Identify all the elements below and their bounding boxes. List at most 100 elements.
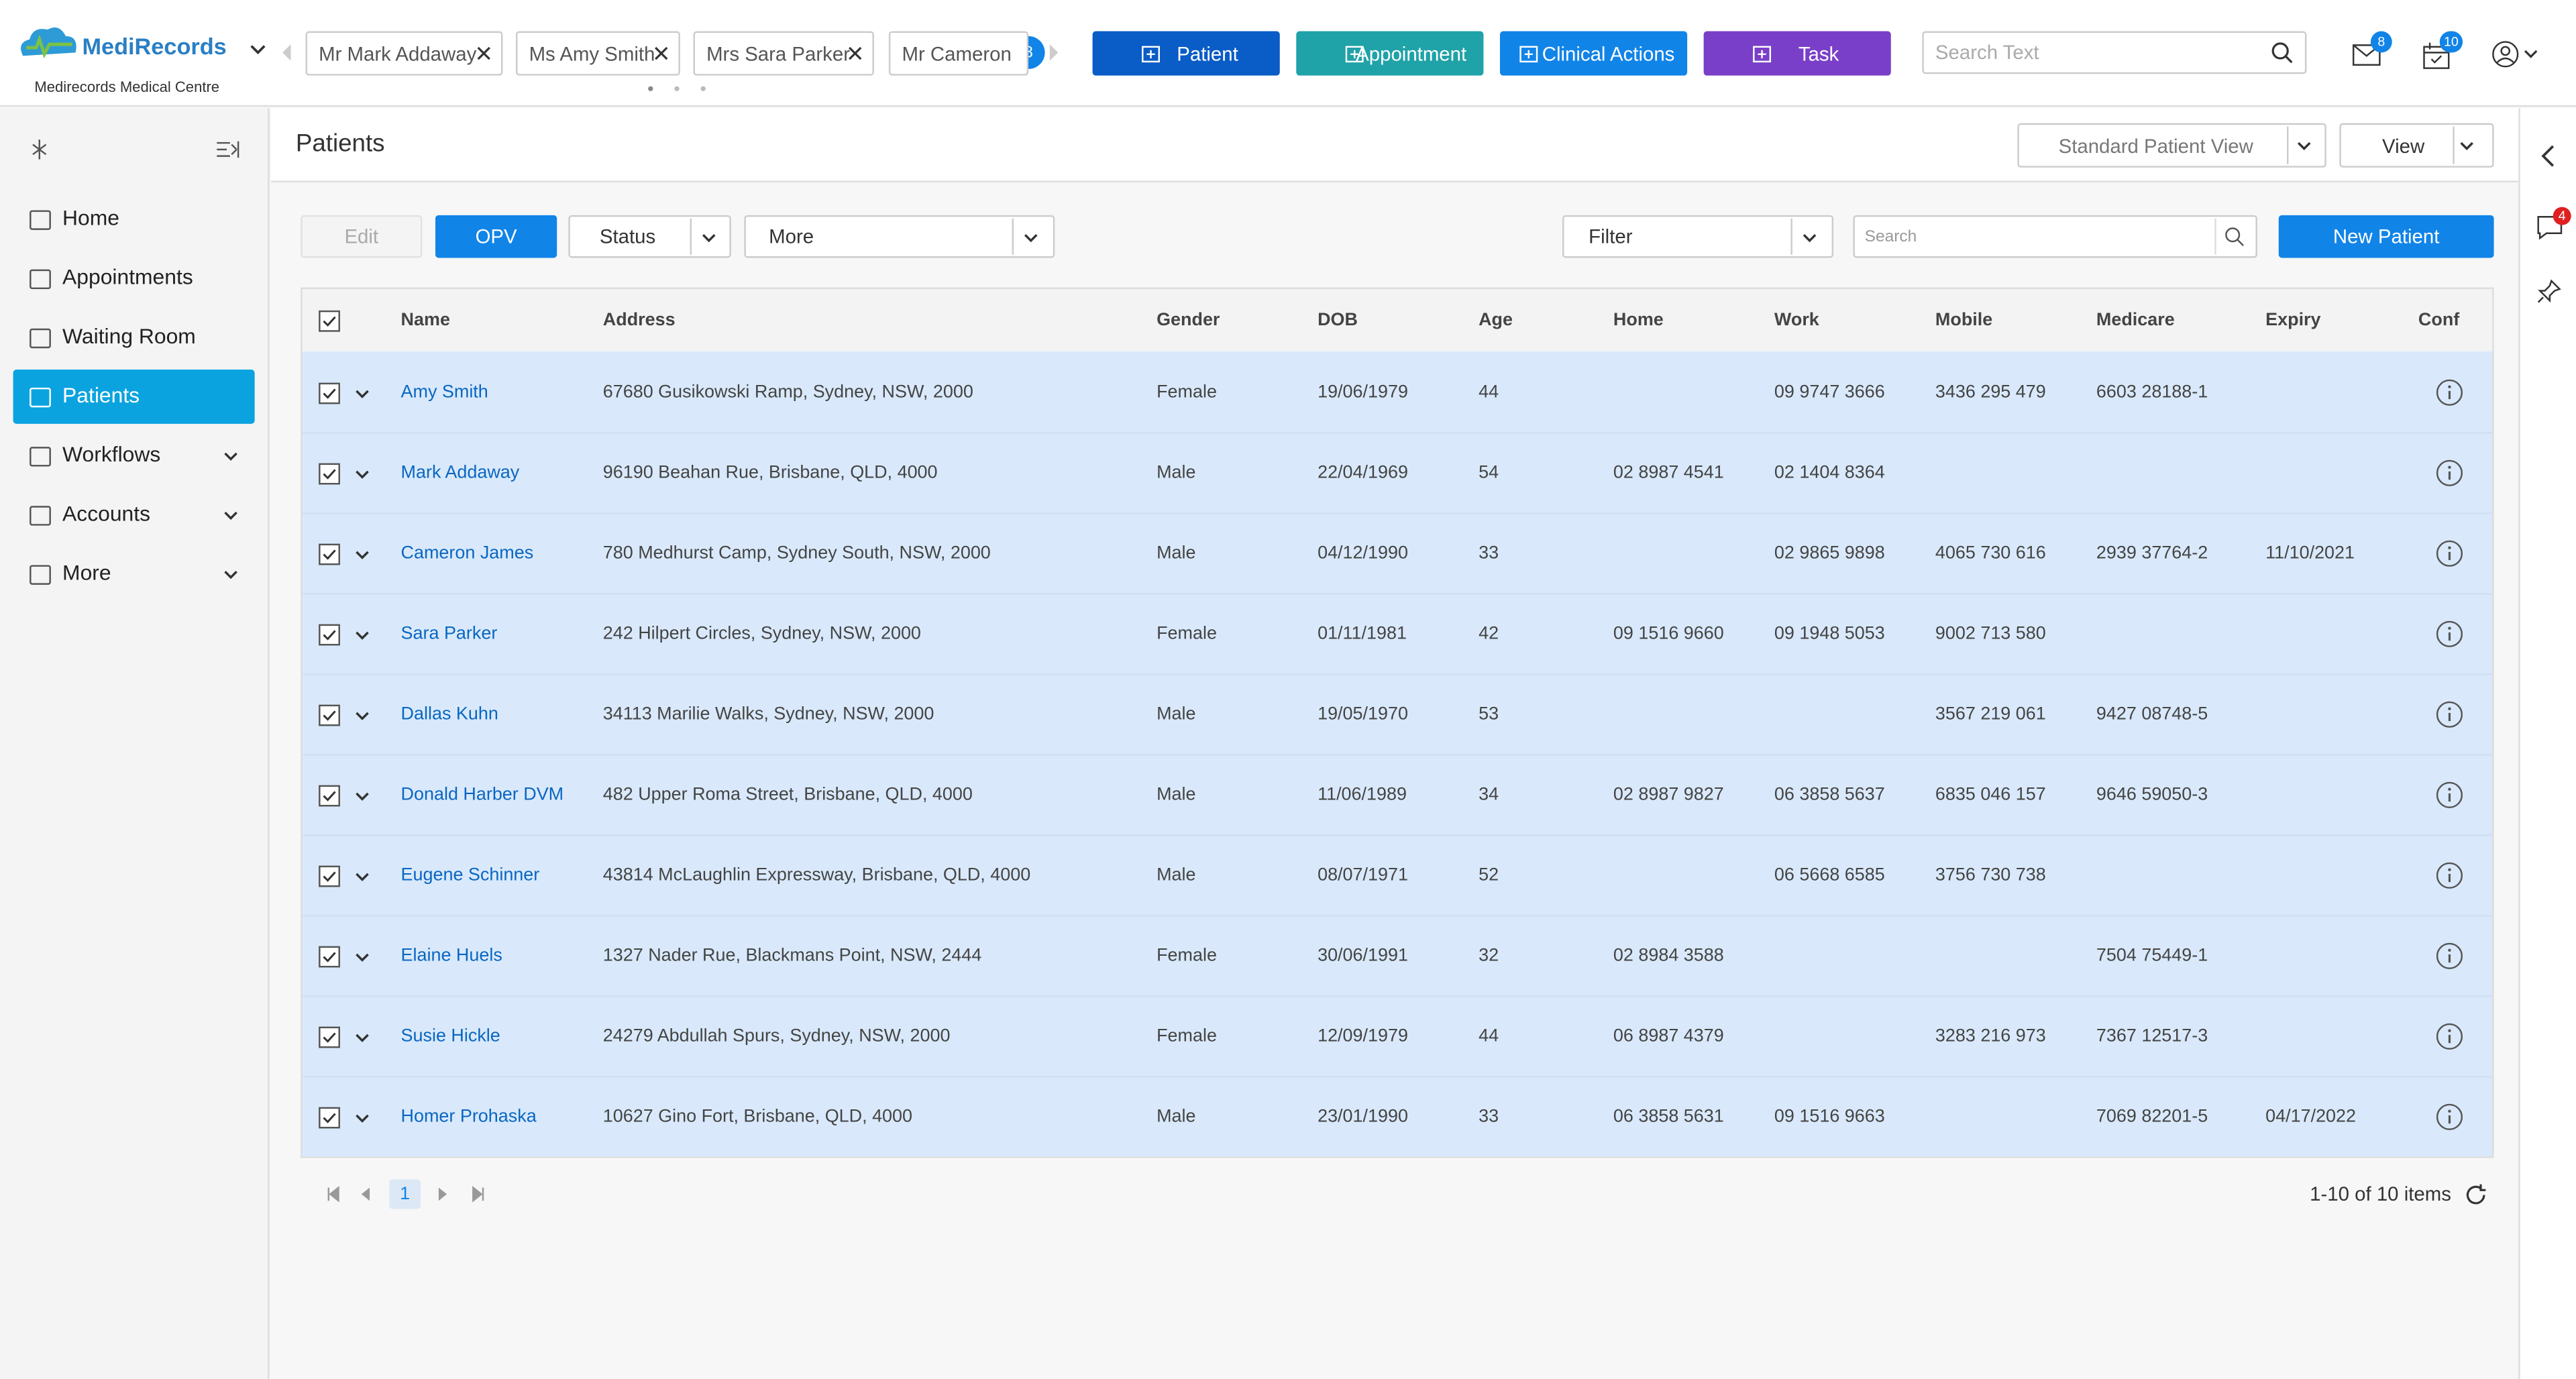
- patient-name[interactable]: Donald Harber DVM: [400, 785, 564, 806]
- dropdown-arrow[interactable]: [223, 511, 238, 521]
- patient-tab[interactable]: [515, 31, 680, 76]
- patient-name[interactable]: Dallas Kuhn: [400, 704, 498, 725]
- scroll-left[interactable]: [282, 44, 292, 61]
- dropdown-arrow[interactable]: [2459, 142, 2474, 152]
- dropdown-arrow[interactable]: [2297, 142, 2312, 152]
- info-icon[interactable]: [2436, 459, 2463, 486]
- tasks-icon[interactable]: [2423, 42, 2450, 69]
- info-icon[interactable]: [2436, 1103, 2463, 1130]
- patient-name[interactable]: Cameron James: [400, 543, 534, 564]
- action-button[interactable]: [1296, 31, 1484, 76]
- info-icon[interactable]: [2436, 540, 2463, 567]
- nav-active[interactable]: [13, 370, 255, 424]
- info-icon[interactable]: [2436, 942, 2463, 969]
- nav-item[interactable]: More: [62, 560, 111, 585]
- first-page[interactable]: [327, 1186, 340, 1203]
- patient-tab[interactable]: [888, 31, 1029, 76]
- dropdown-arrow[interactable]: [223, 570, 238, 580]
- nav-item[interactable]: Appointments: [62, 264, 193, 290]
- row-checkbox[interactable]: [319, 946, 340, 968]
- dropdown-arrow[interactable]: [702, 233, 716, 243]
- row-checkbox[interactable]: [319, 1107, 340, 1129]
- view-button[interactable]: [2339, 123, 2494, 168]
- centre-name: Medirecords Medical Centre: [34, 78, 220, 96]
- patient-name[interactable]: Sara Parker: [400, 624, 498, 645]
- dropdown-arrow[interactable]: [223, 451, 238, 461]
- nav-item[interactable]: Workflows: [62, 441, 161, 467]
- patient-name[interactable]: Eugene Schinner: [400, 865, 540, 886]
- close-tab[interactable]: [476, 46, 491, 61]
- panel-expand[interactable]: [2541, 145, 2555, 168]
- patient-tab[interactable]: [305, 31, 503, 76]
- row-checkbox[interactable]: [319, 382, 340, 404]
- info-icon[interactable]: [2436, 379, 2463, 406]
- dropdown-arrow[interactable]: [355, 550, 370, 560]
- page-current[interactable]: [389, 1179, 421, 1209]
- last-page[interactable]: [472, 1186, 485, 1203]
- row-checkbox[interactable]: [319, 624, 340, 646]
- action-button[interactable]: [1703, 31, 1891, 76]
- row-checkbox[interactable]: [319, 463, 340, 485]
- nav-item[interactable]: Accounts: [62, 500, 151, 526]
- next-page[interactable]: [438, 1187, 449, 1201]
- row-checkbox[interactable]: [319, 310, 340, 332]
- cell: 30/06/1991: [1318, 946, 1408, 967]
- cell: 06 8987 4379: [1613, 1026, 1724, 1047]
- action-button-label: Patient: [1177, 42, 1238, 66]
- patient-name[interactable]: Homer Prohaska: [400, 1107, 537, 1127]
- dropdown-arrow[interactable]: [355, 470, 370, 480]
- row-checkbox[interactable]: [319, 704, 340, 726]
- dropdown-arrow[interactable]: [355, 711, 370, 721]
- dropdown-arrow[interactable]: [355, 952, 370, 962]
- user-menu[interactable]: [2492, 41, 2541, 68]
- chat-badge: 4: [2553, 207, 2571, 225]
- info-icon[interactable]: [2436, 620, 2463, 647]
- more-select[interactable]: [744, 215, 1055, 258]
- collapse-toggle[interactable]: [32, 140, 48, 160]
- nav-item[interactable]: Home: [62, 205, 120, 230]
- close-tab[interactable]: [848, 46, 863, 61]
- new-patient-button[interactable]: [2278, 215, 2494, 258]
- action-button[interactable]: [1092, 31, 1280, 76]
- opv-button[interactable]: [435, 215, 557, 258]
- patient-name[interactable]: Elaine Huels: [400, 946, 502, 967]
- sidebar-toggle[interactable]: [217, 141, 239, 158]
- row-checkbox[interactable]: [319, 1026, 340, 1048]
- search-icon[interactable]: [2224, 227, 2244, 246]
- search-icon[interactable]: [2271, 41, 2294, 64]
- info-icon[interactable]: [2436, 862, 2463, 889]
- cell: Male: [1157, 785, 1196, 806]
- row-checkbox[interactable]: [319, 543, 340, 565]
- row-checkbox[interactable]: [319, 785, 340, 807]
- patient-name[interactable]: Amy Smith: [400, 382, 488, 403]
- patient-name[interactable]: Susie Hickle: [400, 1026, 500, 1047]
- row-checkbox[interactable]: [319, 865, 340, 887]
- dropdown-arrow[interactable]: [355, 630, 370, 641]
- nav-item[interactable]: Patients: [62, 382, 140, 408]
- refresh[interactable]: [2466, 1184, 2487, 1206]
- info-icon[interactable]: [2436, 781, 2463, 808]
- chevron[interactable]: [250, 44, 266, 54]
- prev-page[interactable]: [360, 1187, 370, 1201]
- dropdown-arrow[interactable]: [355, 1113, 370, 1123]
- dropdown-arrow[interactable]: [355, 872, 370, 882]
- dropdown-arrow[interactable]: [355, 791, 370, 802]
- dropdown-arrow[interactable]: [1803, 233, 1817, 243]
- close-tab[interactable]: [654, 46, 669, 61]
- dropdown-arrow[interactable]: [355, 1033, 370, 1043]
- dropdown-arrow[interactable]: [1024, 233, 1038, 243]
- table-search[interactable]: [1853, 215, 2257, 258]
- scroll-right[interactable]: [1049, 44, 1060, 61]
- info-icon[interactable]: [2436, 1023, 2463, 1050]
- dropdown-arrow[interactable]: [355, 389, 370, 399]
- pin-icon[interactable]: [2536, 279, 2561, 304]
- edit-button[interactable]: [301, 215, 423, 258]
- patient-name[interactable]: Mark Addaway: [400, 463, 520, 484]
- info-icon[interactable]: [2436, 701, 2463, 728]
- patient-tab[interactable]: [693, 31, 874, 76]
- global-search[interactable]: [1922, 31, 2307, 74]
- filter-select[interactable]: [1562, 215, 1834, 258]
- view-select[interactable]: [2017, 123, 2326, 168]
- cell: 482 Upper Roma Street, Brisbane, QLD, 40…: [602, 785, 973, 806]
- nav-item[interactable]: Waiting Room: [62, 323, 196, 349]
